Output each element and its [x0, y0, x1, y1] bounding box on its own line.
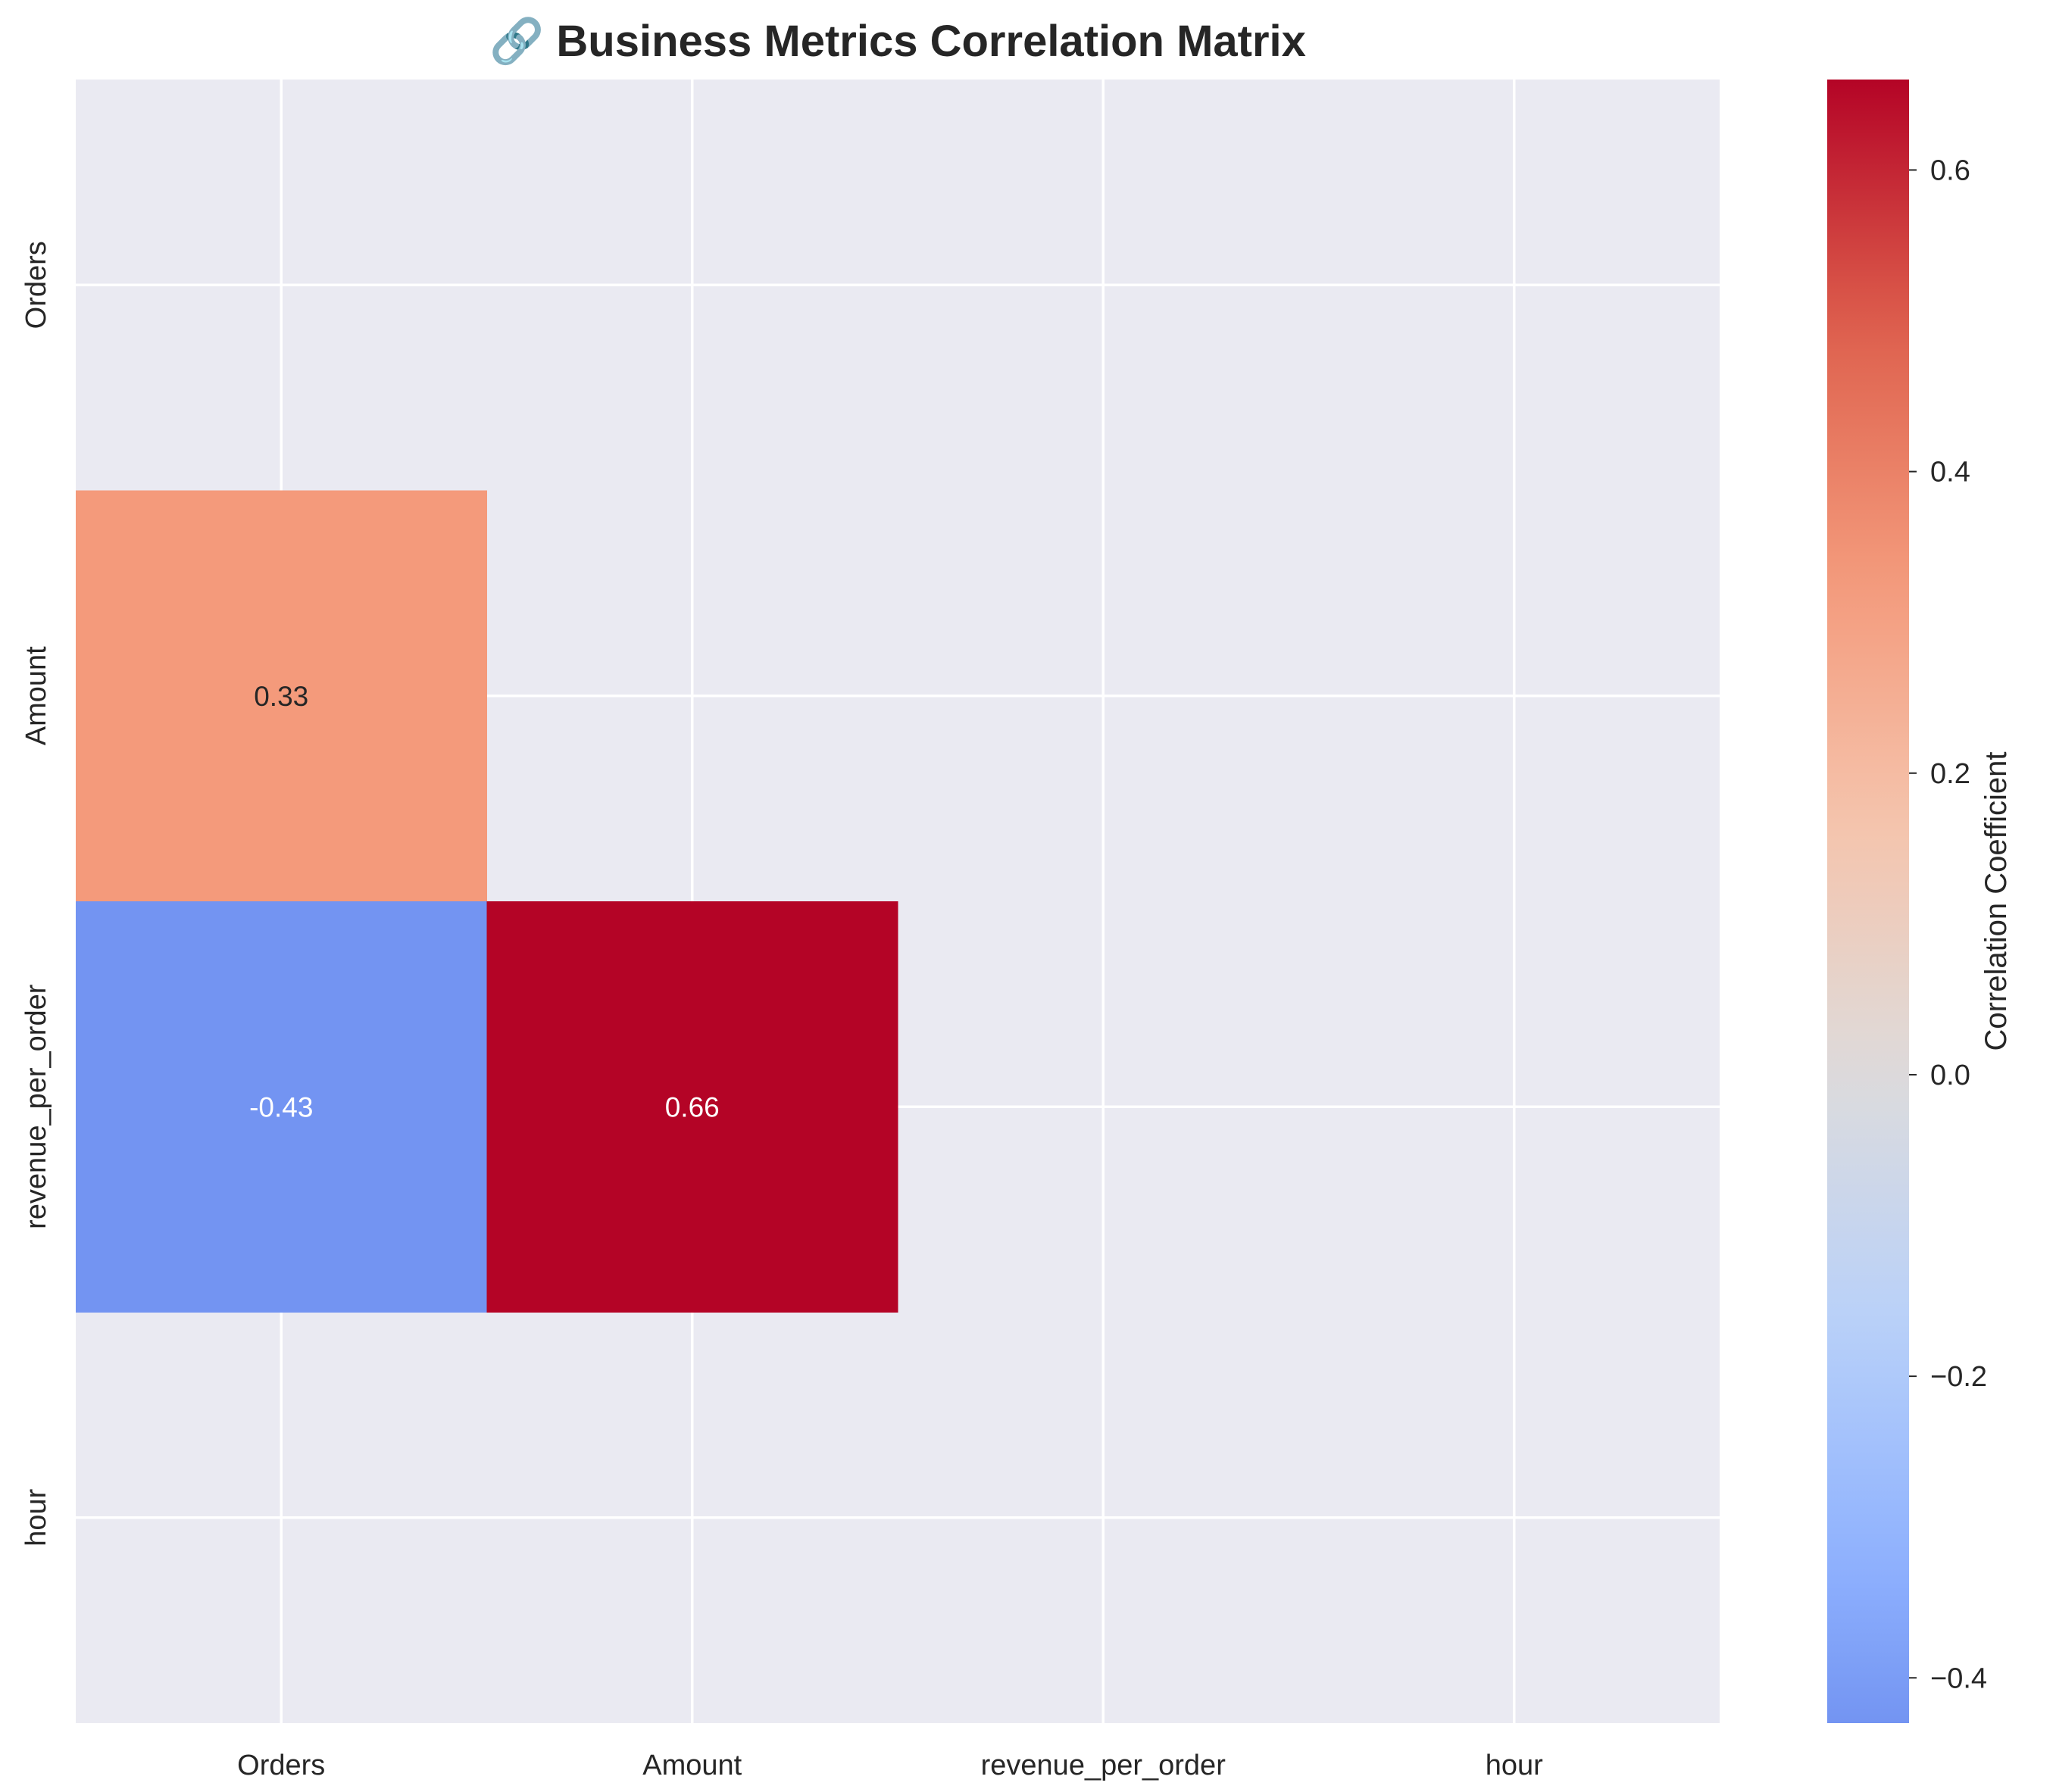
colorbar-tick-label: −0.2	[1930, 1361, 1987, 1393]
cell-value-label: -0.43	[249, 1091, 313, 1122]
cell-value-label: 0.66	[665, 1091, 720, 1122]
colorbar-tick-label: 0.4	[1930, 457, 1970, 489]
x-tick-label: hour	[1486, 1750, 1543, 1781]
x-tick-label: revenue_per_order	[981, 1750, 1226, 1781]
colorbar-tick-label: −0.4	[1930, 1662, 1987, 1694]
plot-area: 0.33 -0.43 0.66 Orders Amount revenue_per_ord…	[20, 80, 1720, 1781]
y-tick-label: hour	[20, 1488, 52, 1546]
colorbar-gradient	[1827, 80, 1909, 1723]
colorbar-tick-label: 0.2	[1930, 758, 1970, 790]
chart-title: 🔗 Business Metrics Correlation Matrix	[489, 14, 1306, 67]
y-tick-label: revenue_per_order	[20, 984, 52, 1229]
x-tick-label: Orders	[237, 1750, 325, 1781]
heatmap-cell	[76, 901, 487, 1313]
colorbar-label: Correlation Coefficient	[1979, 751, 2013, 1051]
heatmap-cell	[76, 490, 487, 902]
heatmap-cell	[486, 901, 898, 1313]
x-tick-label: Amount	[642, 1750, 742, 1781]
cell-value-label: 0.33	[254, 681, 308, 712]
y-tick-label: Orders	[20, 241, 52, 329]
colorbar-tick-label: 0.0	[1930, 1060, 1970, 1091]
y-tick-label: Amount	[20, 646, 52, 745]
colorbar: −0.4 −0.2 0.0 0.2 0.4 0.6 Correlation Coeffici…	[1827, 80, 2013, 1723]
colorbar-tick-label: 0.6	[1930, 155, 1970, 186]
